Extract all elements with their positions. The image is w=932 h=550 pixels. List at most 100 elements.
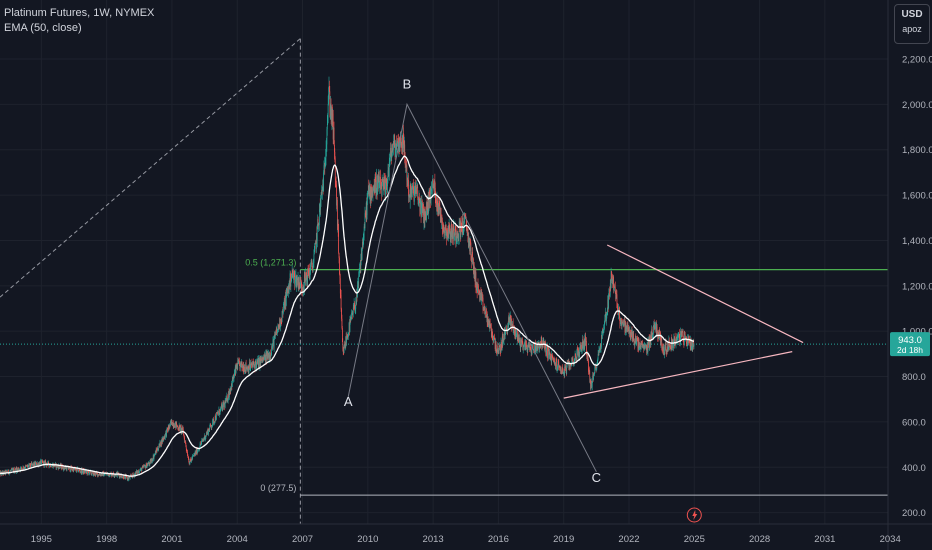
ema-line[interactable] — [0, 155, 695, 477]
candle-body — [388, 161, 390, 177]
candle-body — [244, 366, 245, 372]
candle-body — [509, 317, 510, 322]
candle-body — [244, 366, 246, 371]
candle-body — [99, 473, 100, 475]
candle-body — [451, 230, 453, 239]
candle-body — [99, 474, 101, 476]
candle-body — [63, 465, 64, 470]
candle-body — [570, 365, 572, 367]
candle-body — [596, 361, 598, 365]
currency-selector[interactable]: USD apoz — [894, 4, 930, 44]
candle-body — [320, 194, 322, 200]
candle-body — [542, 343, 543, 347]
candle-body — [605, 311, 607, 321]
candle-body — [442, 228, 444, 231]
candle-body — [62, 465, 63, 469]
candle-body — [654, 326, 655, 329]
candle-body — [95, 475, 96, 476]
candle-body — [66, 467, 67, 471]
candle-body — [518, 337, 519, 341]
candle-body — [652, 333, 653, 339]
candle-body — [153, 455, 154, 459]
candle-body — [211, 426, 213, 428]
candle-body — [203, 439, 205, 440]
candle-body — [169, 424, 170, 429]
candle-body — [453, 225, 455, 241]
candle-body — [93, 472, 95, 476]
candle-body — [267, 353, 269, 355]
candle-body — [629, 329, 631, 340]
triangle-upper-line[interactable] — [606, 244, 804, 344]
candle-body — [673, 337, 675, 341]
candle-body — [613, 287, 615, 290]
candle-body — [527, 348, 528, 353]
candle-body — [427, 197, 429, 215]
triangle-lower-line[interactable] — [563, 351, 793, 399]
candle-body — [379, 176, 380, 183]
candle-body — [504, 330, 505, 335]
candle-body — [414, 186, 416, 189]
candle-body — [336, 184, 337, 206]
candle-body — [609, 283, 611, 296]
candle-body — [47, 461, 49, 463]
candle-body — [157, 448, 158, 452]
candles — [0, 76, 695, 482]
candle-body — [508, 317, 510, 322]
candle-body — [549, 352, 551, 354]
candle-body — [591, 381, 592, 387]
candle-body — [493, 339, 494, 341]
candle-body — [667, 343, 668, 352]
candle-body — [497, 345, 499, 349]
candle-body — [292, 273, 294, 278]
fib-trend-line[interactable] — [0, 38, 301, 298]
candle-body — [619, 307, 620, 318]
candle-body — [211, 424, 213, 427]
candle-body — [101, 472, 103, 476]
candle-body — [307, 268, 308, 284]
candle-body — [560, 366, 561, 371]
price-tag[interactable] — [890, 332, 930, 357]
indicator-title[interactable]: EMA (50, close) — [4, 22, 82, 34]
candle-body — [162, 437, 164, 440]
candle-body — [503, 334, 505, 341]
candle-body — [260, 358, 262, 364]
candle-body — [438, 204, 439, 214]
candle-body — [95, 472, 97, 474]
candle-body — [439, 200, 440, 207]
candle-body — [373, 185, 375, 189]
candle-body — [601, 331, 603, 339]
candle-body — [46, 464, 48, 466]
candle-body — [691, 341, 693, 347]
candle-body — [691, 346, 692, 349]
candle-body — [622, 321, 624, 323]
abc-wave-line[interactable] — [347, 102, 597, 473]
candle-body — [302, 287, 303, 292]
candle-body — [38, 463, 39, 467]
candle-body — [178, 429, 180, 431]
candle-body — [352, 312, 353, 315]
candle-body — [217, 412, 218, 414]
candle-body — [336, 199, 338, 206]
lightning-icon[interactable] — [686, 507, 702, 523]
candle-body — [239, 363, 241, 370]
candle-body — [312, 264, 314, 273]
candle-body — [455, 237, 457, 242]
candle-body — [51, 465, 53, 466]
candle-body — [316, 224, 318, 241]
candle-body — [344, 346, 346, 348]
candle-body — [20, 467, 21, 471]
candle-body — [296, 279, 298, 287]
candle-body — [201, 439, 203, 441]
candle-body — [143, 466, 145, 468]
candle-body — [470, 242, 472, 256]
candle-body — [475, 272, 476, 282]
symbol-title[interactable]: Platinum Futures, 1W, NYMEX — [4, 7, 155, 19]
candle-body — [596, 368, 597, 370]
candle-body — [164, 436, 165, 439]
candle-body — [329, 111, 331, 113]
candle-body — [283, 303, 285, 305]
price-axis-panel[interactable] — [888, 0, 932, 550]
candle-body — [565, 365, 567, 371]
candle-body — [690, 338, 691, 348]
